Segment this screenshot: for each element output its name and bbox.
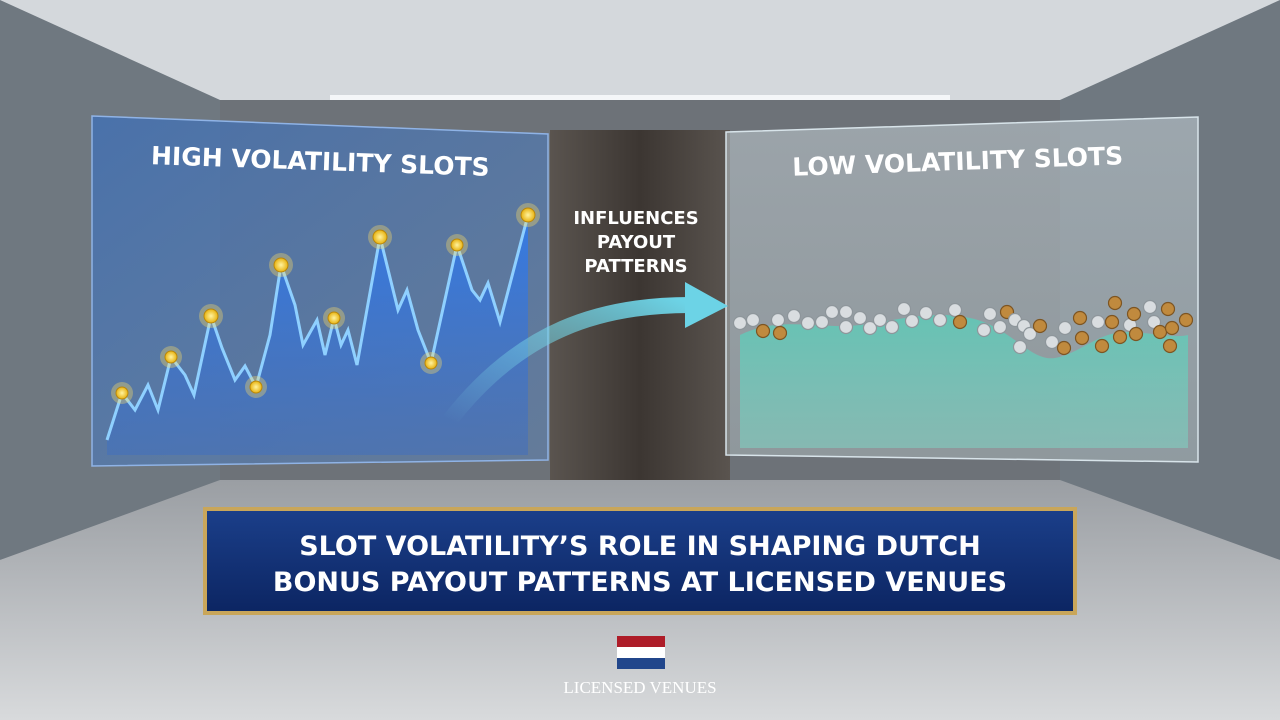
coin bbox=[1044, 334, 1060, 350]
coin bbox=[1056, 340, 1072, 356]
coin bbox=[786, 308, 802, 324]
flag-stripe bbox=[617, 647, 665, 658]
coin bbox=[814, 314, 830, 330]
coin bbox=[952, 314, 968, 330]
coin bbox=[1090, 314, 1106, 330]
peak-marker bbox=[203, 308, 219, 324]
coin bbox=[896, 301, 912, 317]
coin bbox=[1074, 330, 1090, 346]
coin bbox=[947, 302, 963, 318]
coin bbox=[1162, 338, 1178, 354]
arrow-label: PATTERNS bbox=[584, 256, 687, 277]
coin bbox=[976, 322, 992, 338]
coin bbox=[1152, 324, 1168, 340]
coin bbox=[884, 319, 900, 335]
banner-title: BONUS PAYOUT PATTERNS AT LICENSED VENUES bbox=[273, 567, 1007, 598]
coin bbox=[1128, 326, 1144, 342]
peak-marker bbox=[327, 311, 341, 325]
coin bbox=[1012, 339, 1028, 355]
title-banner bbox=[203, 507, 1077, 615]
coins bbox=[732, 295, 1194, 356]
peak-marker bbox=[273, 257, 289, 273]
coin bbox=[1164, 320, 1180, 336]
coin bbox=[1142, 299, 1158, 315]
coin bbox=[872, 312, 888, 328]
volatility-area bbox=[107, 215, 528, 455]
coin bbox=[1057, 320, 1073, 336]
footer-caption: LICENSED VENUES bbox=[563, 678, 716, 697]
coin bbox=[1107, 295, 1123, 311]
peak-marker bbox=[164, 350, 178, 364]
coin bbox=[755, 323, 771, 339]
coin bbox=[992, 319, 1008, 335]
coin bbox=[918, 305, 934, 321]
arrow-head bbox=[685, 282, 728, 328]
coin bbox=[800, 315, 816, 331]
flag-stripe bbox=[617, 636, 665, 647]
arrow bbox=[443, 297, 691, 425]
volatility-line bbox=[105, 214, 530, 441]
flag-stripe bbox=[617, 658, 665, 669]
arrow-label: PAYOUT bbox=[597, 232, 676, 253]
coin bbox=[838, 319, 854, 335]
coin bbox=[1104, 314, 1120, 330]
coin bbox=[862, 320, 878, 336]
arrow-label: INFLUENCES bbox=[573, 208, 698, 229]
coin bbox=[745, 312, 761, 328]
peak-marker bbox=[450, 238, 464, 252]
coin bbox=[1094, 338, 1110, 354]
coin bbox=[852, 310, 868, 326]
coin bbox=[732, 315, 748, 331]
coin bbox=[1160, 301, 1176, 317]
coin bbox=[1112, 329, 1128, 345]
dutch-flag bbox=[617, 636, 665, 669]
coin bbox=[1072, 310, 1088, 326]
coin bbox=[772, 325, 788, 341]
peak-marker bbox=[115, 386, 129, 400]
banner-title: SLOT VOLATILITY’S ROLE IN SHAPING DUTCH bbox=[299, 531, 981, 562]
coin bbox=[904, 313, 920, 329]
coin bbox=[770, 312, 786, 328]
coin bbox=[1126, 306, 1142, 322]
ceiling bbox=[0, 0, 1280, 100]
coin bbox=[982, 306, 998, 322]
coin bbox=[1032, 318, 1048, 334]
coin bbox=[838, 304, 854, 320]
coin bbox=[1022, 326, 1038, 342]
peak-marker bbox=[249, 380, 263, 394]
peak-markers bbox=[111, 203, 540, 404]
peak-marker bbox=[424, 356, 438, 370]
coin bbox=[1178, 312, 1194, 328]
coin bbox=[824, 304, 840, 320]
peak-marker bbox=[520, 207, 536, 223]
peak-marker bbox=[372, 229, 388, 245]
coin bbox=[932, 312, 948, 328]
volatility-area bbox=[740, 315, 1188, 448]
